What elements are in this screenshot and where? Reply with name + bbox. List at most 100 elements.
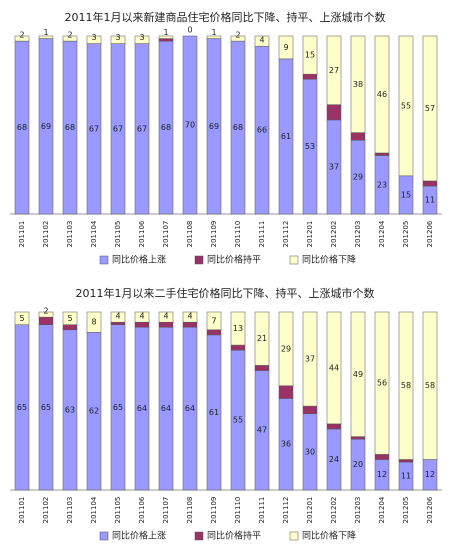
- data-label: 67: [113, 124, 123, 133]
- data-label: 61: [209, 408, 219, 417]
- x-tick-label: 201107: [162, 221, 170, 248]
- x-tick-label: 201103: [66, 497, 74, 524]
- bar-segment: [158, 35, 174, 39]
- bar-segment: [398, 311, 414, 460]
- x-tick-label: 201112: [282, 497, 290, 524]
- legend-label: 同比价格下降: [302, 254, 356, 266]
- data-label: 64: [161, 404, 171, 413]
- data-label: 69: [41, 122, 51, 131]
- data-label: 57: [425, 104, 435, 113]
- legend-swatch: [289, 531, 299, 541]
- legend-label: 同比价格下降: [302, 530, 356, 542]
- bar-segment: [278, 35, 294, 60]
- x-tick-label: 201203: [354, 221, 362, 248]
- data-label: 4: [187, 312, 192, 321]
- bar-segment: [86, 35, 102, 44]
- bar-segment: [254, 311, 270, 366]
- chart-title: 2011年1月以来二手住宅价格同比下降、持平、上涨城市个数: [76, 286, 375, 300]
- legend-label: 同比价格持平: [207, 530, 261, 542]
- x-tick-label: 201205: [402, 497, 410, 524]
- bar-segment: [254, 35, 270, 47]
- x-tick-label: 201110: [234, 497, 242, 524]
- bar-segment: [86, 311, 102, 333]
- bar-segment: [38, 311, 54, 318]
- bar-segment: [14, 311, 30, 325]
- bar-segment: [350, 311, 366, 437]
- bar-segment: [62, 35, 78, 42]
- x-tick-label: 201104: [90, 220, 98, 247]
- bar-segment: [158, 38, 174, 42]
- bar-segment: [182, 35, 198, 215]
- data-label: 30: [305, 447, 315, 456]
- data-label: 58: [425, 381, 435, 390]
- bar-segment: [230, 35, 246, 42]
- x-tick-label: 201101: [18, 497, 26, 524]
- data-label: 0: [187, 26, 192, 35]
- x-tick-label: 201202: [330, 221, 338, 248]
- data-label: 12: [425, 470, 435, 479]
- data-label: 1: [43, 28, 48, 37]
- bar-segment: [158, 321, 174, 328]
- legend-swatch: [99, 531, 109, 541]
- x-tick-label: 201111: [258, 221, 266, 248]
- data-label: 9: [283, 43, 288, 52]
- data-label: 5: [67, 314, 72, 323]
- data-label: 13: [233, 324, 243, 333]
- data-label: 3: [139, 33, 144, 42]
- x-tick-label: 201206: [426, 220, 434, 247]
- bar-segment: [422, 35, 438, 182]
- data-label: 58: [401, 381, 411, 390]
- data-label: 29: [353, 173, 363, 182]
- data-label: 27: [329, 66, 339, 75]
- data-label: 56: [377, 379, 387, 388]
- x-tick-label: 201112: [282, 221, 290, 248]
- data-label: 1: [211, 28, 216, 37]
- data-label: 11: [425, 196, 435, 205]
- data-label: 4: [139, 312, 144, 321]
- data-label: 21: [257, 334, 267, 343]
- legend-swatch: [194, 255, 204, 265]
- bar-segment: [374, 454, 390, 460]
- data-label: 69: [209, 122, 219, 131]
- data-label: 24: [329, 455, 339, 464]
- data-label: 3: [115, 33, 120, 42]
- x-tick-label: 201107: [162, 497, 170, 524]
- data-label: 68: [17, 123, 27, 132]
- bar-segment: [230, 311, 246, 346]
- bar-segment: [110, 311, 126, 323]
- legend-swatch: [289, 255, 299, 265]
- bar-segment: [254, 365, 270, 371]
- data-label: 66: [257, 126, 267, 135]
- data-label: 11: [401, 472, 411, 481]
- bar-segment: [206, 329, 222, 336]
- bar-segment: [158, 311, 174, 323]
- bar-segment: [326, 104, 342, 121]
- bar-segment: [326, 311, 342, 425]
- x-tick-label: 201204: [378, 496, 386, 523]
- data-label: 67: [89, 124, 99, 133]
- data-label: 4: [115, 312, 120, 321]
- bar-segment: [38, 35, 54, 39]
- data-label: 46: [377, 90, 387, 99]
- legend-label: 同比价格持平: [207, 254, 261, 266]
- data-label: 20: [353, 460, 363, 469]
- x-tick-label: 201110: [234, 221, 242, 248]
- bar-segment: [230, 344, 246, 351]
- data-label: 67: [137, 124, 147, 133]
- data-label: 70: [185, 121, 195, 130]
- bar-segment: [422, 311, 438, 460]
- bar-segment: [326, 423, 342, 430]
- x-tick-label: 201203: [354, 497, 362, 524]
- x-tick-label: 201204: [378, 220, 386, 247]
- bar-segment: [182, 321, 198, 328]
- x-tick-label: 201106: [138, 496, 146, 523]
- bar-segment: [326, 35, 342, 105]
- data-label: 23: [377, 180, 387, 189]
- data-label: 47: [257, 426, 267, 435]
- bar-segment: [302, 73, 318, 80]
- bar-segment: [398, 459, 414, 463]
- data-label: 8: [91, 318, 96, 327]
- x-tick-label: 201101: [18, 221, 26, 248]
- bar-segment: [422, 180, 438, 187]
- data-label: 12: [377, 470, 387, 479]
